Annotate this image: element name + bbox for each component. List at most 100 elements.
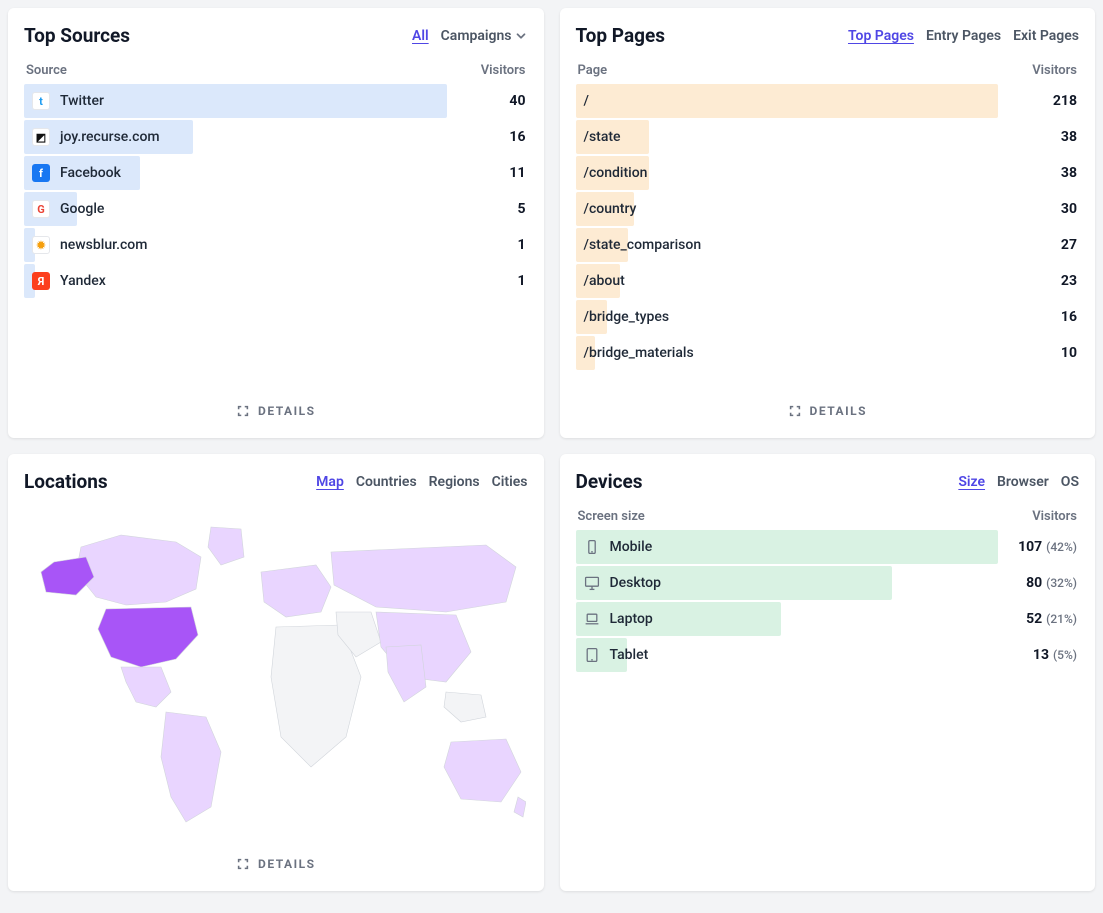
- tab-regions[interactable]: Regions: [429, 474, 480, 490]
- row-value: 1: [517, 237, 527, 253]
- row-value: 80(32%): [1026, 575, 1079, 591]
- world-map[interactable]: [24, 509, 528, 845]
- tab-top-pages[interactable]: Top Pages: [848, 28, 914, 44]
- column-headers: Screen size Visitors: [576, 509, 1080, 524]
- col-value: Visitors: [1032, 509, 1077, 524]
- card-title: Top Pages: [576, 24, 666, 47]
- favicon-icon: f: [32, 164, 50, 182]
- row-value: 52(21%): [1026, 611, 1079, 627]
- list-item[interactable]: /condition38: [576, 156, 1080, 190]
- card-header: Devices Size Browser OS: [576, 470, 1080, 493]
- row-label: GGoogle: [24, 200, 517, 218]
- top-pages-card: Top Pages Top Pages Entry Pages Exit Pages…: [560, 8, 1096, 438]
- favicon-icon: ✹: [32, 236, 50, 254]
- col-value: Visitors: [1032, 63, 1077, 78]
- row-value: 1: [517, 273, 527, 289]
- list-item[interactable]: /bridge_types16: [576, 300, 1080, 334]
- row-value: 10: [1061, 345, 1079, 361]
- tab-browser[interactable]: Browser: [997, 474, 1049, 490]
- favicon-icon: ◩: [32, 128, 50, 146]
- col-label: Page: [578, 63, 608, 78]
- row-label: /: [576, 93, 1053, 109]
- row-label: /bridge_materials: [576, 345, 1061, 361]
- list-item[interactable]: GGoogle5: [24, 192, 528, 226]
- favicon-icon: Я: [32, 272, 50, 290]
- list-item[interactable]: fFacebook11: [24, 156, 528, 190]
- card-title: Devices: [576, 470, 643, 493]
- devices-rows: Mobile107(42%)Desktop80(32%)Laptop52(21%…: [576, 530, 1080, 871]
- row-label: fFacebook: [24, 164, 509, 182]
- list-item[interactable]: /country30: [576, 192, 1080, 226]
- row-label: ◩joy.recurse.com: [24, 128, 509, 146]
- column-headers: Source Visitors: [24, 63, 528, 78]
- col-value: Visitors: [481, 63, 526, 78]
- tab-os[interactable]: OS: [1061, 474, 1079, 490]
- tab-all[interactable]: All: [412, 28, 429, 44]
- list-item[interactable]: /218: [576, 84, 1080, 118]
- list-item[interactable]: Tablet13(5%): [576, 638, 1080, 672]
- details-label: DETAILS: [810, 404, 867, 418]
- row-value: 16: [1061, 309, 1079, 325]
- row-label: /state_comparison: [576, 237, 1061, 253]
- details-button[interactable]: DETAILS: [576, 392, 1080, 418]
- list-item[interactable]: Laptop52(21%): [576, 602, 1080, 636]
- list-item[interactable]: /state_comparison27: [576, 228, 1080, 262]
- list-item[interactable]: Desktop80(32%): [576, 566, 1080, 600]
- details-button[interactable]: DETAILS: [24, 392, 528, 418]
- row-value: 23: [1061, 273, 1079, 289]
- pages-rows: /218/state38/condition38/country30/state…: [576, 84, 1080, 392]
- row-label: Tablet: [576, 647, 1033, 663]
- list-item[interactable]: ✹newsblur.com1: [24, 228, 528, 262]
- row-value: 30: [1061, 201, 1079, 217]
- row-value: 38: [1061, 165, 1079, 181]
- row-value: 38: [1061, 129, 1079, 145]
- row-label: /bridge_types: [576, 309, 1061, 325]
- details-label: DETAILS: [258, 857, 315, 871]
- row-value: 16: [509, 129, 527, 145]
- row-label: /country: [576, 201, 1061, 217]
- row-label: /about: [576, 273, 1061, 289]
- pages-tabs: Top Pages Entry Pages Exit Pages: [848, 28, 1079, 44]
- list-item[interactable]: ◩joy.recurse.com16: [24, 120, 528, 154]
- devices-card: Devices Size Browser OS Screen size Visito…: [560, 454, 1096, 891]
- sources-rows: tTwitter40◩joy.recurse.com16fFacebook11G…: [24, 84, 528, 392]
- tab-exit-pages[interactable]: Exit Pages: [1013, 28, 1079, 44]
- favicon-icon: G: [32, 200, 50, 218]
- row-value: 11: [509, 165, 527, 181]
- col-label: Screen size: [578, 509, 645, 524]
- list-item[interactable]: /bridge_materials10: [576, 336, 1080, 370]
- details-button[interactable]: DETAILS: [24, 845, 528, 871]
- card-header: Locations Map Countries Regions Cities: [24, 470, 528, 493]
- tab-campaigns[interactable]: Campaigns: [441, 28, 528, 44]
- list-item[interactable]: /state38: [576, 120, 1080, 154]
- list-item[interactable]: tTwitter40: [24, 84, 528, 118]
- mobile-icon: [584, 539, 600, 555]
- devices-tabs: Size Browser OS: [958, 474, 1079, 490]
- desktop-icon: [584, 575, 600, 591]
- list-item[interactable]: ЯYandex1: [24, 264, 528, 298]
- card-header: Top Sources AllCampaigns: [24, 24, 528, 47]
- tab-map[interactable]: Map: [316, 474, 344, 490]
- row-label: Desktop: [576, 575, 1027, 591]
- card-title: Locations: [24, 470, 108, 493]
- locations-tabs: Map Countries Regions Cities: [316, 474, 527, 490]
- row-value: 5: [517, 201, 527, 217]
- row-label: ✹newsblur.com: [24, 236, 517, 254]
- laptop-icon: [584, 611, 600, 627]
- row-label: /condition: [576, 165, 1061, 181]
- row-value: 107(42%): [1018, 539, 1079, 555]
- row-value: 13(5%): [1033, 647, 1079, 663]
- chevron-down-icon: [514, 29, 528, 43]
- locations-card: Locations Map Countries Regions Cities DETA…: [8, 454, 544, 891]
- expand-icon: [788, 404, 802, 418]
- list-item[interactable]: Mobile107(42%): [576, 530, 1080, 564]
- row-value: 40: [509, 93, 527, 109]
- tab-size[interactable]: Size: [958, 474, 985, 490]
- list-item[interactable]: /about23: [576, 264, 1080, 298]
- column-headers: Page Visitors: [576, 63, 1080, 78]
- row-value: 27: [1061, 237, 1079, 253]
- tab-entry-pages[interactable]: Entry Pages: [926, 28, 1001, 44]
- tab-countries[interactable]: Countries: [356, 474, 417, 490]
- tab-cities[interactable]: Cities: [492, 474, 528, 490]
- favicon-icon: t: [32, 92, 50, 110]
